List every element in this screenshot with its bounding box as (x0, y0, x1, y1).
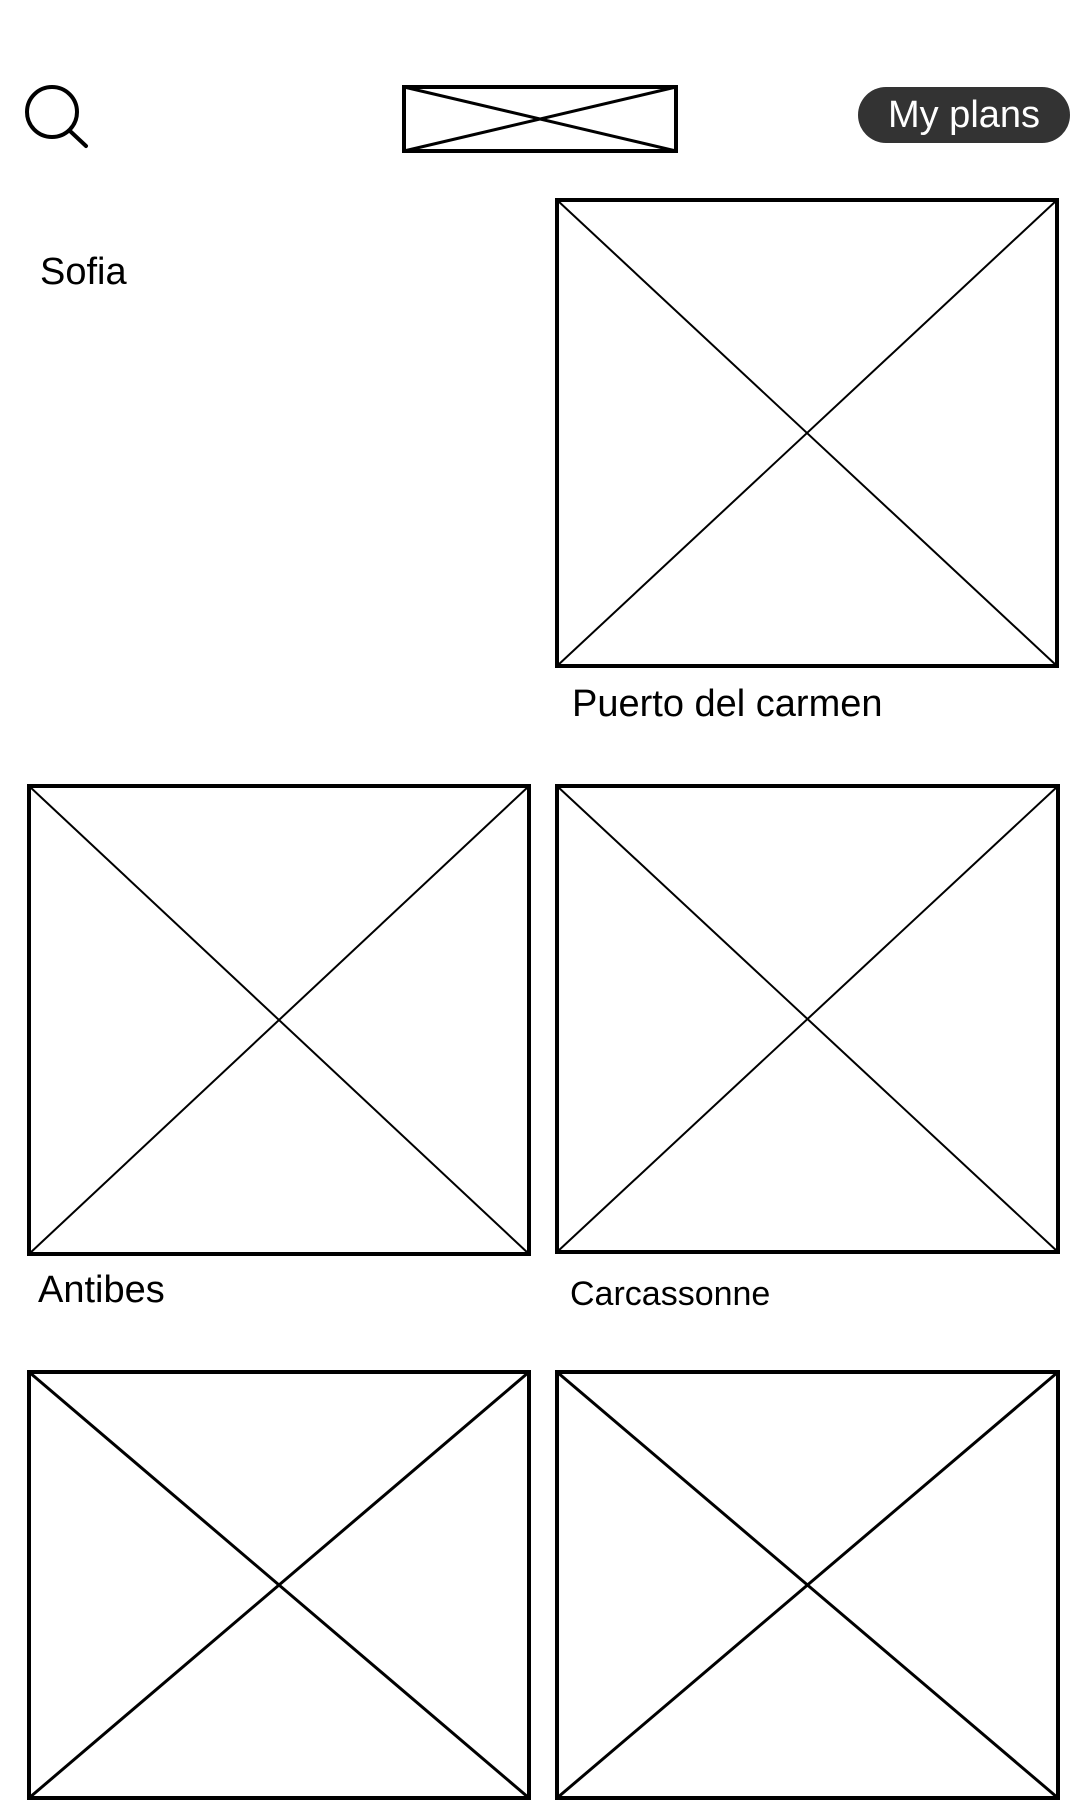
destination-image-carcassonne[interactable] (555, 784, 1060, 1254)
destination-label-antibes[interactable]: Antibes (38, 1269, 165, 1311)
my-plans-button[interactable]: My plans (858, 87, 1070, 143)
destination-label-carcassonne[interactable]: Carcassonne (570, 1275, 771, 1313)
destination-image-antibes[interactable] (27, 784, 531, 1256)
destination-image[interactable] (27, 1370, 531, 1800)
search-icon (25, 85, 88, 148)
destination-image-puerto-del-carmen[interactable] (555, 198, 1059, 668)
logo-image-placeholder (402, 85, 678, 153)
destination-label-puerto-del-carmen[interactable]: Puerto del carmen (572, 683, 883, 725)
destination-image[interactable] (555, 1370, 1060, 1800)
destination-label-sofia[interactable]: Sofia (40, 251, 127, 293)
search-button[interactable] (22, 82, 94, 154)
